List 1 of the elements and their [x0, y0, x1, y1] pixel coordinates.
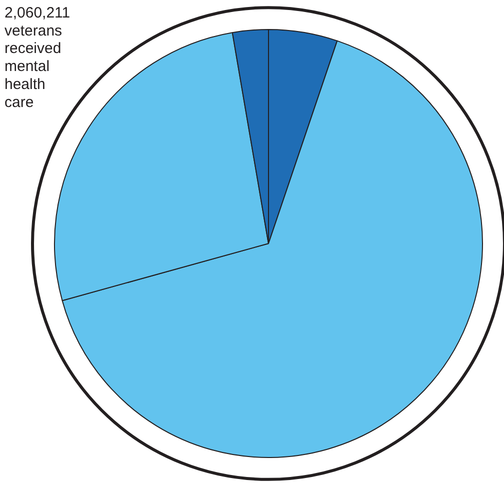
text: 2,060,211 veterans received mental health care [4, 4, 70, 111]
